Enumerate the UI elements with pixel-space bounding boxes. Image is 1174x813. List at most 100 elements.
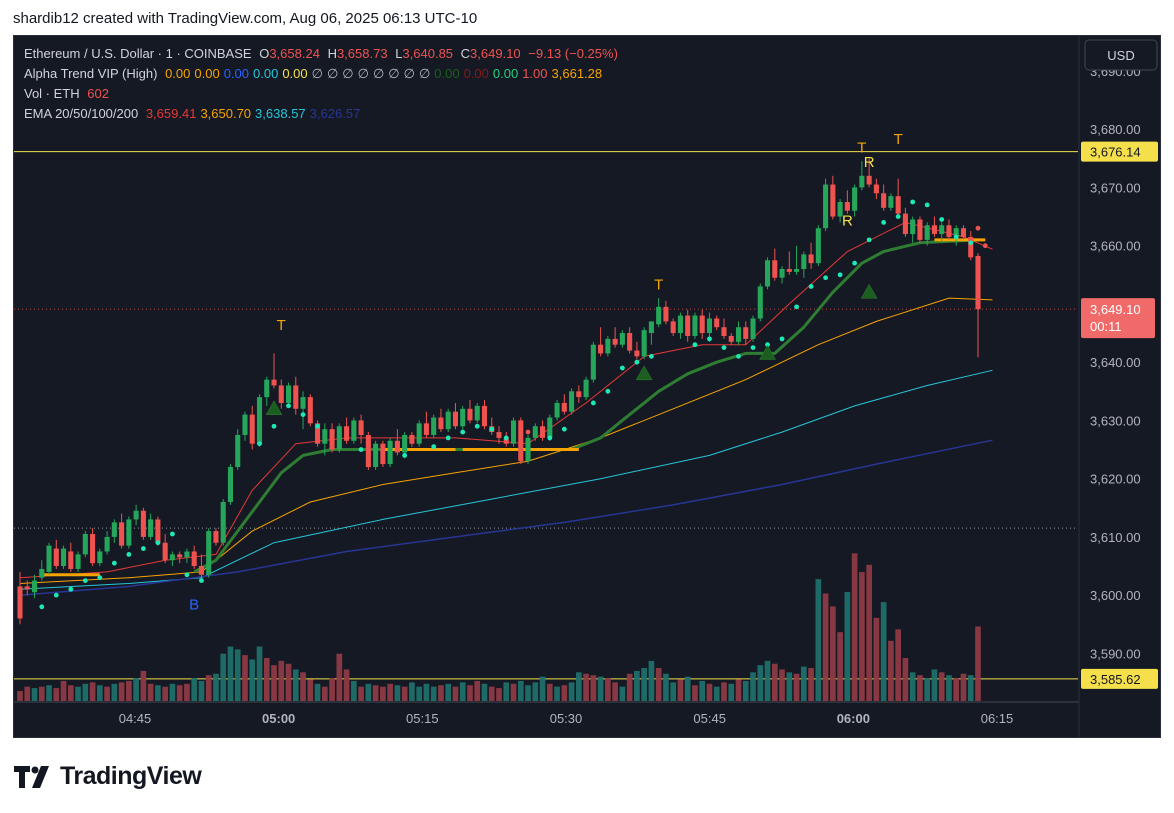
candle-body [380, 443, 386, 465]
candle [815, 225, 821, 267]
volume-bar [902, 658, 909, 701]
tradingview-logo[interactable]: TradingView [14, 762, 202, 791]
candle [213, 528, 219, 546]
volume-bar [880, 602, 887, 701]
candle-body [561, 402, 567, 412]
volume-bar [938, 672, 945, 701]
trend-dot [257, 441, 262, 447]
price-tick-label: 3,670.00 [1090, 180, 1141, 195]
volume-value: 602 [87, 86, 109, 101]
candle-body [757, 286, 763, 319]
candle [169, 551, 175, 567]
volume-bar [220, 653, 227, 701]
candle-body [823, 184, 829, 229]
alpha-trend-value: ∅ [372, 66, 385, 81]
volume-bar [423, 683, 430, 701]
volume-bar [946, 675, 952, 701]
volume-bar [844, 592, 851, 701]
alpha-trend-value: ∅ [311, 66, 323, 81]
candle-body [554, 402, 560, 418]
volume-bar [975, 626, 981, 701]
volume-bar [307, 679, 314, 701]
signal-label: T [857, 139, 866, 156]
candle-body [39, 568, 45, 578]
candle [670, 318, 676, 336]
candle [177, 551, 183, 564]
candle [924, 222, 930, 246]
legend-alpha-trend-row[interactable]: Alpha Trend VIP (High) 0.00 0.00 0.00 0.00 0… [24, 64, 622, 84]
candle-body [518, 420, 524, 462]
candle-body [213, 531, 219, 543]
candle [278, 379, 284, 409]
ema-value: 3,659.41 [145, 106, 197, 121]
candle [772, 248, 778, 281]
candle [619, 330, 625, 348]
legend-volume-row[interactable]: Vol · ETH 602 [24, 84, 622, 104]
volume-bar [808, 668, 814, 701]
trend-dot [895, 214, 901, 219]
candle-body [300, 397, 306, 409]
candle [235, 429, 241, 470]
candle [823, 178, 829, 232]
currency-button[interactable] [1084, 39, 1158, 71]
candle-body [540, 426, 546, 438]
candle [518, 417, 524, 465]
candle-body [917, 219, 923, 240]
signal-dot [525, 429, 531, 435]
candle [576, 385, 582, 403]
volume-bar [931, 669, 938, 701]
candle [757, 283, 763, 322]
volume-bar [430, 686, 437, 701]
candle [452, 402, 458, 430]
signal-label: B [189, 597, 199, 614]
candle [61, 545, 67, 569]
trend-dot [126, 551, 132, 557]
trend-dot [503, 435, 509, 441]
candle-body [750, 318, 756, 339]
candle [68, 542, 74, 572]
candle-body [547, 417, 553, 438]
volume-bar [764, 660, 771, 701]
volume-bar [909, 672, 916, 701]
candle [387, 437, 393, 468]
candle-body [532, 426, 538, 438]
trend-dot [53, 592, 59, 598]
candle [866, 158, 872, 188]
time-tick-label: 05:45 [693, 711, 726, 726]
candle [569, 388, 575, 415]
legend-symbol-row[interactable]: Ethereum / U.S. Dollar · 1 · COINBASE O3… [24, 44, 622, 64]
candle [692, 312, 698, 339]
buy-triangle [860, 283, 878, 299]
candle [293, 376, 299, 415]
alpha-trend-value: ∅ [418, 66, 431, 81]
candle [510, 417, 517, 447]
candle-body [699, 315, 705, 334]
candle [409, 432, 415, 447]
candle [111, 519, 117, 543]
volume-bar [786, 672, 793, 701]
candle [162, 534, 168, 564]
candle [119, 513, 125, 549]
currency-button-label[interactable]: USD [1107, 48, 1134, 63]
candle-body [968, 236, 974, 258]
candle-body [177, 554, 183, 558]
ohlc-close-label: C [460, 46, 471, 61]
candle-body [612, 338, 618, 345]
candle [525, 434, 531, 465]
ohlc-open-label: O [259, 46, 270, 61]
candle [735, 321, 742, 345]
trend-dot [460, 429, 466, 435]
trend-dot [474, 423, 480, 429]
ohlc-open-value: 3,658.24 [269, 46, 320, 61]
volume-bar [605, 678, 611, 701]
volume-bar [684, 676, 691, 701]
volume-bar [670, 682, 677, 701]
volume-bar [677, 679, 684, 701]
volume-bar [169, 683, 176, 701]
volume-bar [292, 669, 299, 701]
candle-body [126, 519, 132, 546]
candle [750, 315, 756, 342]
legend-ema-row[interactable]: EMA 20/50/100/200 3,659.41 3,650.70 3,638.… [24, 104, 622, 124]
ema-value: 3,650.70 [200, 106, 252, 121]
